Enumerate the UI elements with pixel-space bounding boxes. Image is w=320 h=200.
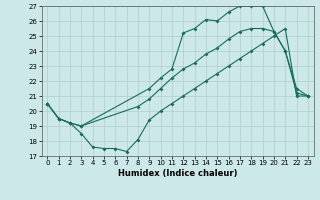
X-axis label: Humidex (Indice chaleur): Humidex (Indice chaleur) — [118, 169, 237, 178]
